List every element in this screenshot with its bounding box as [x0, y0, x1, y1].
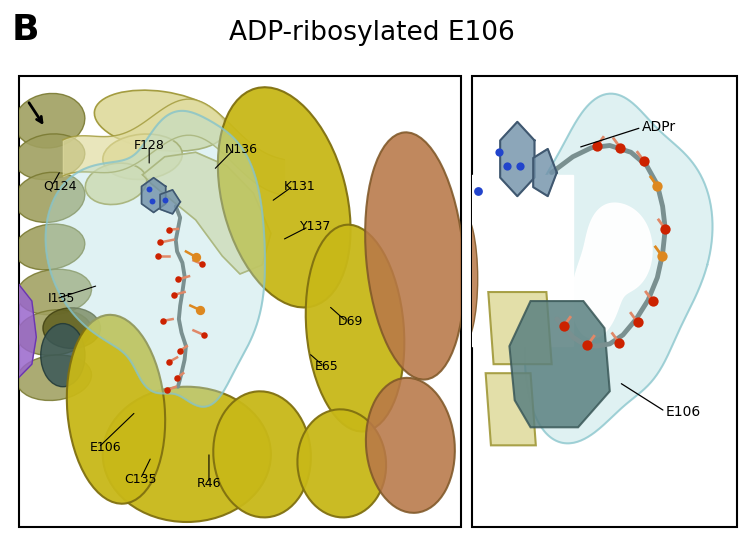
Point — [196, 260, 208, 268]
Ellipse shape — [446, 211, 478, 346]
Polygon shape — [446, 175, 573, 346]
Point — [514, 161, 526, 170]
Polygon shape — [488, 292, 551, 364]
Ellipse shape — [218, 87, 350, 307]
Point — [158, 195, 170, 204]
Ellipse shape — [214, 392, 311, 517]
Point — [581, 341, 593, 349]
Text: R46: R46 — [196, 477, 221, 490]
Text: ADP-ribosylated E106: ADP-ribosylated E106 — [229, 21, 515, 46]
Text: K131: K131 — [284, 180, 316, 193]
Text: N136: N136 — [225, 144, 257, 157]
Point — [144, 185, 155, 193]
Text: ADPr: ADPr — [641, 120, 676, 134]
Text: E65: E65 — [315, 360, 339, 373]
Ellipse shape — [16, 355, 92, 401]
Text: Q124: Q124 — [43, 180, 77, 193]
Point — [638, 157, 650, 166]
Point — [163, 226, 175, 234]
Point — [472, 186, 484, 195]
Point — [493, 148, 504, 157]
Ellipse shape — [94, 90, 226, 151]
Point — [172, 275, 184, 284]
Polygon shape — [510, 301, 610, 427]
Point — [656, 252, 668, 260]
Polygon shape — [141, 178, 166, 212]
Ellipse shape — [43, 308, 100, 348]
Point — [647, 297, 658, 306]
Polygon shape — [143, 152, 271, 274]
Point — [171, 373, 183, 382]
Point — [194, 306, 206, 314]
Ellipse shape — [103, 134, 182, 179]
Ellipse shape — [67, 315, 165, 504]
Point — [190, 253, 202, 261]
Ellipse shape — [366, 378, 455, 513]
Text: C135: C135 — [124, 472, 156, 485]
Point — [615, 144, 626, 152]
Polygon shape — [572, 203, 652, 338]
Point — [174, 346, 186, 355]
Point — [152, 252, 164, 260]
Text: E106: E106 — [665, 404, 701, 418]
Point — [501, 161, 513, 170]
Text: B: B — [11, 13, 39, 47]
Polygon shape — [486, 373, 536, 446]
Point — [557, 322, 569, 330]
Text: I135: I135 — [48, 292, 74, 305]
Ellipse shape — [14, 224, 85, 270]
Ellipse shape — [16, 310, 92, 355]
Point — [157, 316, 169, 325]
Polygon shape — [45, 111, 265, 407]
Point — [632, 318, 644, 327]
Polygon shape — [14, 279, 36, 382]
Ellipse shape — [306, 225, 404, 431]
FancyBboxPatch shape — [472, 76, 737, 526]
Ellipse shape — [103, 387, 271, 522]
Polygon shape — [500, 122, 534, 196]
Point — [163, 357, 175, 366]
FancyBboxPatch shape — [19, 76, 461, 526]
Ellipse shape — [14, 172, 85, 222]
Point — [659, 225, 671, 233]
Text: F128: F128 — [134, 139, 164, 152]
Text: Y137: Y137 — [300, 220, 331, 233]
Ellipse shape — [365, 132, 464, 380]
Polygon shape — [525, 93, 713, 443]
Ellipse shape — [16, 269, 92, 315]
Ellipse shape — [298, 409, 386, 517]
Point — [168, 291, 180, 299]
Point — [154, 238, 166, 247]
Ellipse shape — [14, 93, 85, 148]
Point — [652, 182, 664, 191]
Text: E106: E106 — [89, 441, 121, 454]
Point — [161, 386, 173, 395]
Point — [613, 338, 625, 347]
Point — [147, 197, 158, 205]
Ellipse shape — [14, 134, 85, 180]
Ellipse shape — [41, 323, 85, 387]
Ellipse shape — [86, 163, 147, 205]
Point — [591, 142, 603, 151]
Text: D69: D69 — [337, 315, 363, 328]
Polygon shape — [160, 190, 180, 214]
Point — [198, 330, 210, 339]
Polygon shape — [533, 149, 557, 196]
